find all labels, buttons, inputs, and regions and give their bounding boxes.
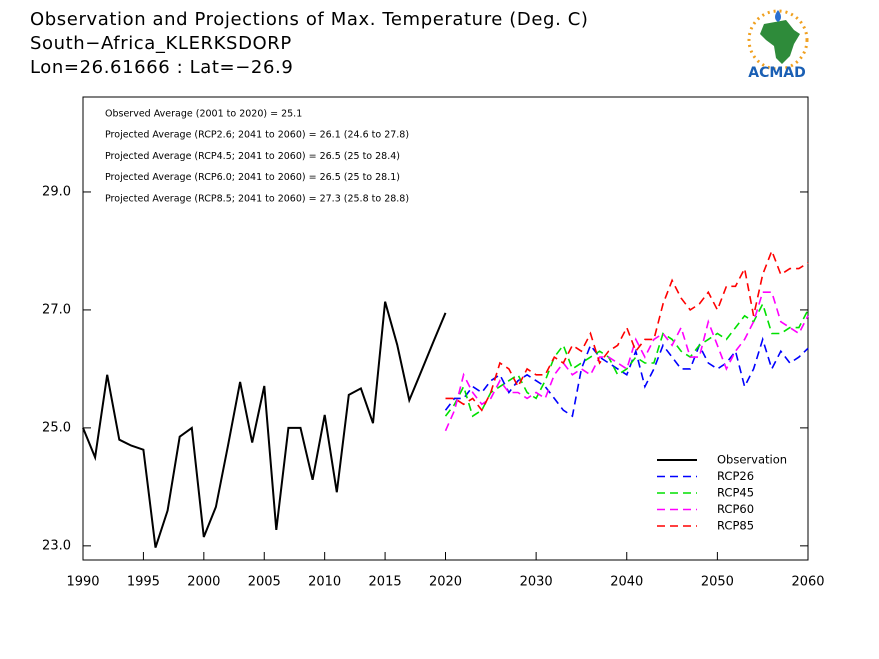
series-line bbox=[444, 291, 809, 432]
legend-label: RCP60 bbox=[717, 502, 754, 516]
logo-rays bbox=[747, 9, 809, 71]
plot-frame bbox=[82, 96, 809, 561]
x-tick-label: 2060 bbox=[791, 575, 824, 590]
y-tick-label: 23.0 bbox=[42, 538, 71, 553]
x-tick-label: 2040 bbox=[610, 575, 643, 590]
x-tick-label: 2005 bbox=[248, 575, 281, 590]
x-tick-label: 2000 bbox=[187, 575, 220, 590]
logo: ACMAD bbox=[747, 9, 809, 81]
y-tick-label: 25.0 bbox=[42, 420, 71, 435]
series-line bbox=[445, 248, 809, 412]
x-tick-label: 2015 bbox=[369, 575, 402, 590]
x-tick-label: 1990 bbox=[66, 575, 99, 590]
x-tick-label: 2050 bbox=[701, 575, 734, 590]
logo-text: ACMAD bbox=[748, 65, 806, 81]
y-tick-label: 29.0 bbox=[42, 184, 71, 199]
series-line bbox=[444, 336, 809, 418]
series-line bbox=[82, 301, 447, 548]
x-tick-label: 2030 bbox=[520, 575, 553, 590]
annotation: Projected Average (RCP8.5; 2041 to 2060)… bbox=[105, 193, 409, 204]
legend-label: RCP26 bbox=[717, 469, 754, 483]
x-tick-label: 2010 bbox=[308, 575, 341, 590]
logo-africa bbox=[760, 20, 800, 64]
chart-subtitle: South−Africa_KLERKSDORP bbox=[30, 33, 292, 54]
x-tick-label: 2020 bbox=[429, 575, 462, 590]
annotation: Projected Average (RCP2.6; 2041 to 2060)… bbox=[105, 130, 409, 141]
x-tick-label: 1995 bbox=[127, 575, 160, 590]
logo-drop bbox=[775, 10, 781, 22]
legend-label: Observation bbox=[717, 453, 787, 467]
annotation: Observed Average (2001 to 2020) = 25.1 bbox=[105, 109, 302, 120]
location: Lon=26.61666 : Lat=−26.9 bbox=[30, 57, 293, 78]
chart-title: Observation and Projections of Max. Temp… bbox=[30, 9, 589, 30]
legend-label: RCP85 bbox=[717, 519, 754, 533]
annotation: Projected Average (RCP6.0; 2041 to 2060)… bbox=[105, 172, 400, 183]
series-line bbox=[444, 301, 809, 418]
y-tick-label: 27.0 bbox=[42, 302, 71, 317]
legend-label: RCP45 bbox=[717, 486, 754, 500]
annotation: Projected Average (RCP4.5; 2041 to 2060)… bbox=[105, 151, 400, 162]
